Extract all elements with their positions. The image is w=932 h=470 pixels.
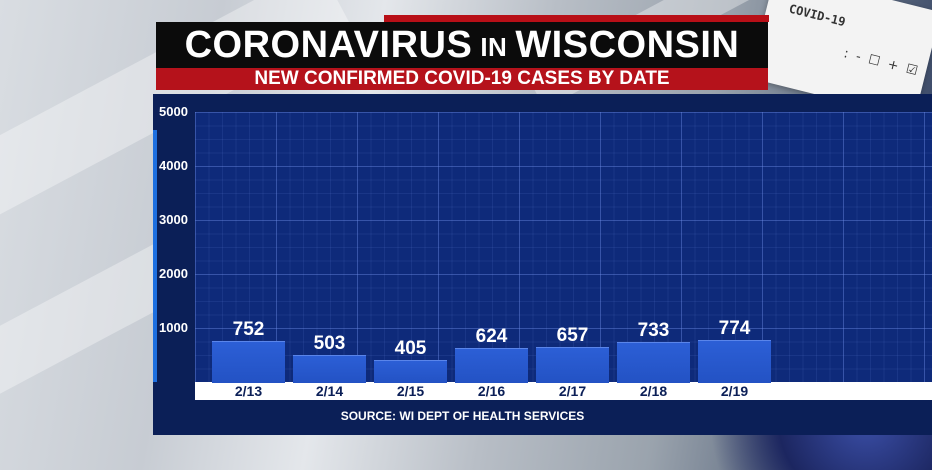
chart-accent-bar [153,130,157,382]
y-tick-label: 5000 [159,104,188,119]
source-note: SOURCE: WI DEPT OF HEALTH SERVICES [340,409,585,423]
bar-value-label: 657 [556,324,589,346]
subtitle-box: NEW CONFIRMED COVID-19 CASES BY DATE [156,68,768,90]
test-card-label: COVID-19 [787,1,847,30]
y-tick-label: 3000 [159,212,188,227]
test-card-marks: : - ☐ + ☑ [842,46,922,80]
title-box: CORONAVIRUS IN WISCONSIN [156,22,768,68]
bar [698,340,771,383]
bar-value-label: 405 [394,338,427,360]
y-tick-label: 4000 [159,158,188,173]
chart-panel: SOURCE: WI DEPT OF HEALTH SERVICES 1000 2… [153,94,932,435]
bar-value-label: 774 [718,318,751,340]
plot-area [195,112,932,382]
title-part-1: CORONAVIRUS [184,23,473,66]
bar-value-label: 752 [232,319,265,341]
x-tick-label: 2/13 [234,383,263,399]
x-tick-label: 2/16 [477,383,506,399]
x-tick-label: 2/14 [315,383,344,399]
x-tick-label: 2/19 [720,383,749,399]
title-accent-bar [384,15,769,22]
bar-value-label: 503 [313,332,346,354]
x-tick-label: 2/15 [396,383,425,399]
bar [536,346,609,383]
bar [374,360,447,383]
subtitle: NEW CONFIRMED COVID-19 CASES BY DATE [254,68,670,89]
x-tick-label: 2/17 [558,383,587,399]
bar [455,348,528,383]
y-tick-label: 1000 [159,320,188,335]
x-tick-label: 2/18 [639,383,668,399]
y-tick-label: 2000 [159,266,188,281]
bar [293,354,366,383]
title-small-word: IN [480,31,508,62]
x-axis-strip [195,382,932,400]
title-part-2: WISCONSIN [515,23,740,66]
bar [617,342,690,383]
bar [212,341,285,383]
bar-value-label: 624 [475,326,508,348]
page-title: CORONAVIRUS IN WISCONSIN [156,22,768,68]
bar-value-label: 733 [637,320,670,342]
